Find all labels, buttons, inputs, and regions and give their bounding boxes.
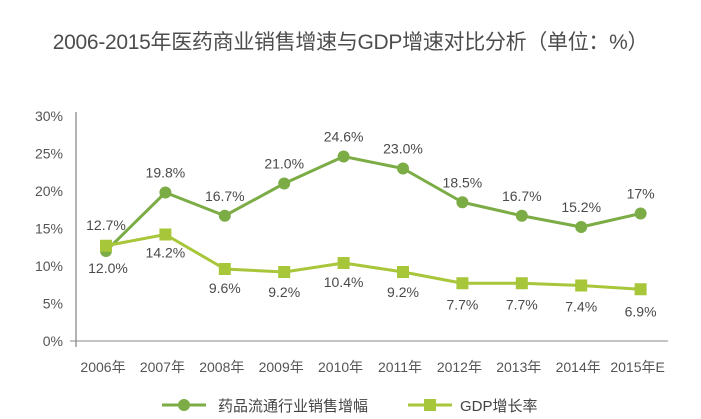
data-label: 12.7% [86,217,126,233]
y-tick-label: 5% [43,296,63,312]
x-tick-label: 2013年 [496,359,541,375]
circle-marker [515,209,528,222]
data-label: 9.6% [209,280,241,296]
data-label: 7.7% [506,296,538,312]
x-tick-label: 2007年 [140,359,185,375]
data-label: 9.2% [268,284,300,300]
x-tick-label: 2012年 [437,359,482,375]
y-tick-label: 10% [35,258,63,274]
y-tick-label: 0% [43,333,63,349]
data-label: 16.7% [205,188,245,204]
square-marker [159,228,172,241]
data-label: 24.6% [324,129,364,145]
x-tick-label: 2009年 [259,359,304,375]
data-label: 9.2% [387,284,419,300]
data-label: 19.8% [146,165,186,181]
y-tick-label: 20% [35,183,63,199]
circle-marker [634,207,647,220]
y-tick-label: 15% [35,221,63,237]
legend-label: 药品流通行业销售增幅 [218,398,368,415]
data-label: 14.2% [146,245,186,261]
chart-title: 2006-2015年医药商业销售增速与GDP增速对比分析（单位：%） [52,31,649,54]
data-label: 6.9% [625,303,657,319]
x-tick-label: 2006年 [80,359,125,375]
legend-square-icon [424,399,436,411]
legend-circle-icon [178,399,190,411]
series-line [104,155,641,253]
x-tick-label: 2011年 [378,359,422,375]
square-marker [100,239,112,252]
square-marker [575,279,588,292]
data-label: 18.5% [443,174,483,190]
x-tick-label: 2008年 [199,359,244,375]
x-tick-label: 2010年 [318,359,363,375]
data-label: 7.7% [446,296,478,312]
square-marker [456,277,469,290]
data-label: 16.7% [502,188,542,204]
data-label: 10.4% [324,274,364,290]
data-labels: 12.0% 19.8% 16.7% 21.0% 24.6% 23.0% 18.5% 16.7%… [86,129,656,320]
legend: 药品流通行业销售增幅 GDP增长率 [162,398,538,415]
legend-item: GDP增长率 [408,398,538,415]
square-marker [397,266,409,278]
circle-marker [278,177,291,190]
circle-marker [337,150,350,163]
circle-marker [159,186,172,199]
square-marker [337,257,350,269]
data-label: 23.0% [383,141,423,157]
data-label: 7.4% [565,299,597,315]
legend-item: 药品流通行业销售增幅 [162,398,368,415]
circle-marker [575,221,588,233]
square-marker [218,263,231,275]
data-label: 12.0% [88,260,128,276]
legend-label: GDP增长率 [460,398,538,415]
axes: 0% 5% 10% 15% 20% 25% 30% 2006年 2007年 2008年 2009年 2… [35,108,668,375]
y-tick-label: 30% [35,108,63,124]
x-tick-label: 2015年E [610,359,664,375]
data-label: 15.2% [561,199,601,215]
circle-marker [456,196,469,209]
circle-marker [218,209,231,222]
series-group [100,150,647,296]
circle-marker [397,162,409,175]
square-marker [278,266,291,278]
square-marker [634,283,647,296]
data-label: 17% [627,186,655,202]
series-line [105,233,641,291]
x-tick-label: 2014年 [556,359,601,375]
data-label: 21.0% [264,156,304,172]
square-marker [515,277,528,290]
y-tick-label: 25% [35,146,63,162]
